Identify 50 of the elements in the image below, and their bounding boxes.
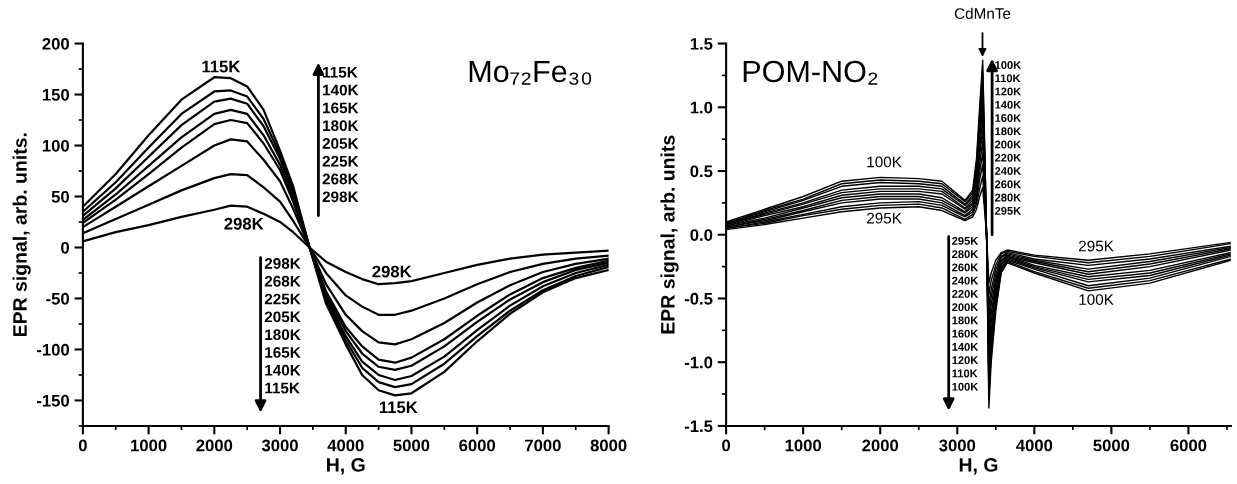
x-tick-label: 3000: [939, 439, 976, 452]
x-tick-label: 1000: [785, 439, 822, 452]
y-tick-label: 1.5: [690, 38, 713, 50]
y-tick-label: -150: [36, 394, 69, 407]
x-tick-label: 2000: [862, 439, 899, 452]
x-tick-label: 3000: [261, 439, 298, 452]
x-tick-label: 1000: [131, 439, 167, 452]
y-tick-label: 150: [42, 88, 69, 101]
y-tick-label: -1.5: [684, 420, 713, 433]
annotation: 100K: [1079, 294, 1114, 305]
text: 295K 280K 260K 240K 220K 200K 180K 160K 140K 120K 110K 100K: [952, 236, 979, 391]
annotation: 100K: [867, 156, 902, 168]
y-tick-label: 200: [42, 37, 69, 50]
annotation: 295K: [1078, 240, 1114, 252]
x-axis-title: H, G: [959, 457, 998, 475]
x-tick-label: 5000: [393, 439, 430, 452]
x-tick-label: 6000: [1170, 439, 1207, 452]
text: 100K 110K 120K 140K 160K 180K 200K 220K 240K 260K 280K 295K: [995, 61, 1022, 215]
x-axis-title: H, G: [327, 457, 365, 475]
x-tick-label: 5000: [1093, 439, 1130, 452]
annotation: 295K: [867, 212, 902, 224]
chart-title: Mo₇₂Fe₃₀: [469, 61, 592, 85]
x-tick-label: 4000: [327, 439, 364, 452]
y-tick-label: 0.0: [690, 229, 713, 241]
x-tick-label: 0: [722, 439, 731, 452]
y-tick-label: 50: [51, 190, 69, 203]
y-tick-label: 1.0: [690, 101, 713, 114]
annotation: 298K: [224, 217, 264, 230]
y-tick-label: 0.5: [690, 165, 713, 178]
y-axis-title: EPR signal, arb. units.: [12, 133, 31, 337]
text: CdMnTe: [954, 7, 1011, 19]
x-tick-label: 0: [78, 439, 87, 452]
annotation: 115K: [379, 401, 418, 414]
chart-title: POM-NO₂: [743, 60, 878, 85]
annotation: 115K: [202, 60, 241, 73]
x-tick-label: 2000: [196, 439, 233, 452]
y-tick-label: -0.5: [684, 292, 713, 305]
x-tick-label: 7000: [525, 439, 561, 452]
y-tick-label: -100: [36, 343, 69, 356]
y-tick-label: -1.0: [684, 356, 713, 369]
y-tick-label: -50: [46, 292, 69, 305]
annotation: 115K 140K 165K 180K 205K 225K 268K 298K: [322, 67, 359, 203]
y-tick-label: 100: [42, 139, 69, 152]
y-tick-label: 0: [61, 241, 69, 254]
x-tick-label: 4000: [1016, 439, 1053, 452]
x-tick-label: 8000: [590, 439, 627, 452]
annotation: 298K 268K 225K 205K 180K 165K 140K 115K: [264, 258, 301, 394]
x-tick-label: 6000: [459, 439, 496, 452]
annotation: 298K: [372, 265, 412, 278]
y-axis-title: EPR signal, arb. units: [660, 135, 679, 334]
